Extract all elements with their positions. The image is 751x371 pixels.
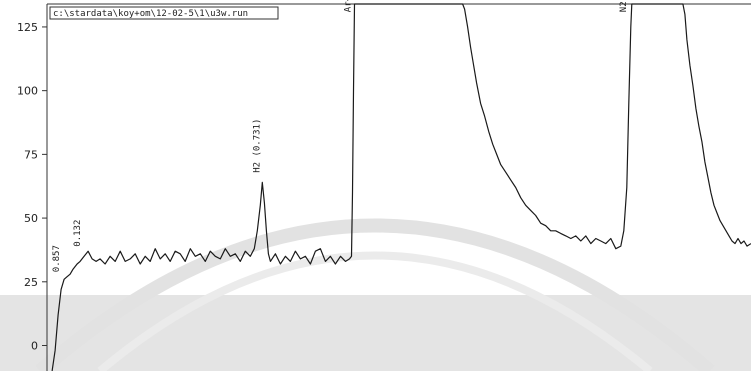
peak-labels: 0.857 0.132 H2 (0.731) Ar+O2 (1.138) N2 (2.0… — [52, 0, 629, 272]
y-tick-label: 100 — [17, 85, 38, 98]
trace-group — [51, 3, 751, 371]
y-tick-label: 25 — [24, 276, 38, 289]
file-path-box: c:\stardata\koy+om\12-02-5\1\u3w.run — [49, 6, 279, 20]
watermark-arc-inner-icon — [97, 251, 653, 371]
y-tick-label: 125 — [17, 21, 38, 34]
peak-label: H2 (0.731) — [252, 119, 262, 173]
y-axis-ticks: 0 25 50 75 100 125 — [17, 21, 47, 353]
peak-label: 0.857 — [52, 245, 62, 272]
peak-label: Ar+O2 (1.138) — [344, 0, 354, 12]
y-tick-label: 0 — [31, 340, 38, 353]
chromatogram-trace-line — [51, 3, 751, 371]
watermark-arc-icon — [35, 218, 715, 371]
y-tick-label: 50 — [24, 212, 38, 225]
file-path-label: c:\stardata\koy+om\12-02-5\1\u3w.run — [53, 9, 248, 19]
y-tick-label: 75 — [24, 148, 38, 161]
peak-label: N2 (2.045) — [619, 0, 629, 12]
peak-label: 0.132 — [73, 220, 83, 247]
